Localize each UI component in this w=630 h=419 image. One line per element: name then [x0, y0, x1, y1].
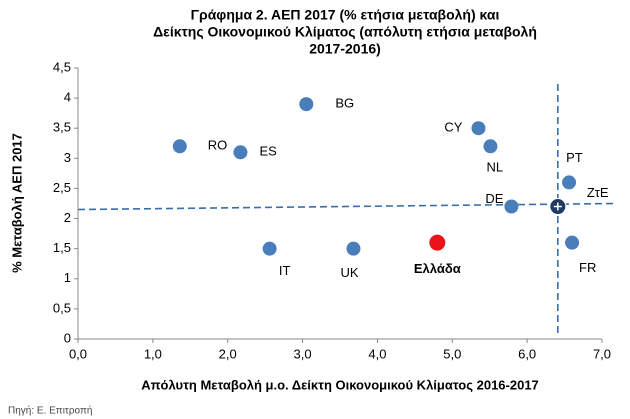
y-axis-title: % Μεταβολή ΑΕΠ 2017	[9, 133, 24, 273]
chart-title: 2017-2016)	[309, 41, 381, 57]
x-tick-label: 4,0	[368, 346, 386, 361]
y-tick-label: 2,5	[53, 180, 71, 195]
point-label: BG	[335, 96, 354, 111]
y-tick-label: 1	[64, 270, 71, 285]
reference-line	[77, 202, 616, 211]
point	[299, 97, 314, 112]
x-tick-label: 3,0	[294, 346, 312, 361]
y-tick-label: 3,5	[53, 120, 71, 135]
point-label: ES	[259, 144, 277, 159]
point-label: UK	[340, 265, 358, 280]
point-label: CY	[444, 120, 462, 135]
point	[233, 145, 248, 160]
y-tick-label: 0	[64, 330, 71, 345]
x-axis-title: Απόλυτη Μεταβολή μ.ο. Δείκτη Οικονομικού…	[141, 377, 539, 392]
y-tick-label: 0,5	[53, 300, 71, 315]
x-tick-label: 2,0	[219, 346, 237, 361]
y-tick-label: 3	[64, 150, 71, 165]
point-label: ZτE	[587, 185, 609, 200]
point-label: RO	[208, 138, 228, 153]
x-tick-label: 0,0	[69, 346, 87, 361]
x-tick-label: 6,0	[518, 346, 536, 361]
point-label: IT	[279, 263, 291, 278]
y-tick-label: 4	[64, 90, 71, 105]
x-tick-label: 7,0	[593, 346, 611, 361]
point-label: Ελλάδα	[414, 261, 461, 276]
y-tick-label: 2	[64, 210, 71, 225]
y-tick-label: 1,5	[53, 240, 71, 255]
source: Πηγή: Ε. Επιτροπή	[8, 405, 92, 417]
point	[262, 241, 277, 256]
point	[346, 241, 361, 256]
point-label: FR	[579, 260, 596, 275]
point-label: DE	[485, 191, 503, 206]
chart-title: Γράφημα 2. ΑΕΠ 2017 (% ετήσια μεταβολή) …	[191, 7, 500, 23]
point	[172, 139, 187, 154]
x-tick-label: 1,0	[144, 346, 162, 361]
point	[565, 235, 580, 250]
point-label: NL	[486, 160, 503, 175]
point	[562, 175, 577, 190]
x-tick-label: 5,0	[443, 346, 461, 361]
point-label: PT	[566, 150, 583, 165]
y-tick-label: 4,5	[53, 59, 71, 74]
point	[504, 199, 519, 214]
chart-title: Δείκτης Οικονομικού Κλίματος (απόλυτη ετ…	[153, 24, 537, 40]
point	[471, 121, 486, 136]
point	[483, 139, 498, 154]
point	[429, 234, 446, 251]
